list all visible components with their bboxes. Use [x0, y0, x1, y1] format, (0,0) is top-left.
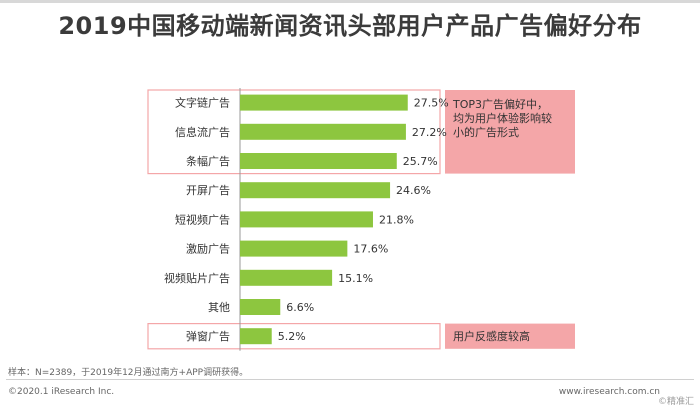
category-label: 激励广告 — [186, 242, 230, 256]
source-url: www.iresearch.com.cn — [558, 387, 660, 397]
value-label: 15.1% — [338, 272, 373, 285]
bar — [240, 153, 397, 169]
bar — [240, 123, 406, 140]
bar — [240, 182, 391, 199]
value-label: 21.8% — [379, 213, 414, 226]
bar — [240, 299, 281, 315]
category-label: 弹窗广告 — [186, 329, 230, 343]
value-label: 25.7% — [403, 155, 438, 168]
bar — [240, 94, 408, 111]
category-label: 开屏广告 — [186, 184, 230, 197]
category-label: 短视频广告 — [175, 212, 230, 226]
bar — [240, 328, 272, 345]
callout-text: 均为用户体验影响较 — [453, 111, 552, 125]
category-label: 其他 — [208, 301, 230, 314]
category-label: 文字链广告 — [175, 96, 230, 110]
bar-layer — [240, 94, 408, 345]
bar — [240, 211, 373, 228]
highlight-frame — [147, 323, 441, 350]
footer-rule — [6, 379, 694, 380]
category-label: 信息流广告 — [175, 125, 230, 139]
top-rule — [0, 0, 700, 3]
value-label: 24.6% — [396, 184, 431, 197]
callout-text: TOP3广告偏好中， — [452, 97, 548, 111]
bar — [240, 269, 333, 286]
watermark: ©精准汇 — [657, 397, 694, 407]
chart-title: 2019中国移动端新闻资讯头部用户产品广告偏好分布 — [58, 12, 642, 40]
value-label: 27.2% — [412, 126, 447, 139]
value-label: 27.5% — [414, 97, 449, 110]
category-label: 视频贴片广告 — [164, 271, 230, 285]
sample-note: 样本：N=2389，于2019年12月通过南方+APP调研获得。 — [8, 368, 249, 378]
callout-text: 小的广告形式 — [453, 125, 519, 139]
highlight-frame-layer — [147, 89, 441, 350]
callout-box — [445, 323, 575, 349]
category-label: 条幅广告 — [186, 154, 230, 168]
label-layer: 文字链广告 27.5% 信息流广告 27.2% 条幅广告 25.7% 开屏广告 24.6% 短视… — [164, 96, 552, 344]
callout-text: 用户反感度较高 — [453, 329, 530, 343]
value-label: 6.6% — [286, 301, 314, 314]
value-label: 5.2% — [278, 330, 306, 343]
highlight-frame — [147, 89, 441, 175]
callout-box — [445, 90, 575, 174]
bar — [240, 240, 348, 257]
annotation-layer — [445, 90, 575, 349]
value-label: 17.6% — [353, 243, 388, 256]
copyright-source: ©2020.1 iResearch Inc. — [8, 387, 115, 397]
